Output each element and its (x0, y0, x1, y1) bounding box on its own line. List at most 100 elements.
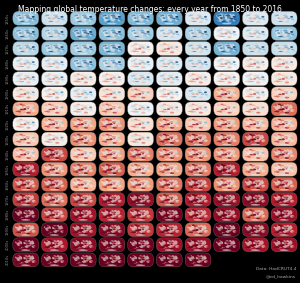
Ellipse shape (290, 245, 294, 248)
Ellipse shape (257, 229, 259, 230)
Ellipse shape (278, 215, 281, 216)
Ellipse shape (28, 141, 31, 143)
Ellipse shape (201, 48, 204, 50)
Ellipse shape (205, 94, 208, 95)
Ellipse shape (172, 48, 175, 50)
Ellipse shape (261, 31, 264, 33)
Ellipse shape (145, 260, 149, 261)
Ellipse shape (82, 257, 87, 259)
Ellipse shape (24, 227, 30, 233)
Ellipse shape (217, 15, 219, 17)
Ellipse shape (218, 74, 223, 80)
Ellipse shape (159, 121, 161, 123)
Ellipse shape (285, 142, 289, 144)
Ellipse shape (146, 94, 150, 97)
Ellipse shape (196, 89, 200, 94)
Ellipse shape (256, 92, 260, 93)
Ellipse shape (278, 224, 281, 226)
Ellipse shape (246, 195, 252, 201)
Ellipse shape (76, 47, 79, 49)
Ellipse shape (205, 245, 208, 246)
Ellipse shape (275, 14, 280, 20)
Ellipse shape (201, 199, 204, 200)
Ellipse shape (147, 155, 151, 156)
Ellipse shape (251, 53, 260, 55)
Ellipse shape (248, 48, 252, 52)
Ellipse shape (19, 224, 22, 226)
Ellipse shape (250, 154, 255, 155)
Ellipse shape (25, 227, 30, 229)
Ellipse shape (250, 214, 252, 216)
Ellipse shape (143, 261, 145, 263)
Ellipse shape (60, 215, 64, 218)
Ellipse shape (45, 256, 47, 258)
Ellipse shape (204, 16, 207, 18)
Ellipse shape (228, 225, 235, 230)
Ellipse shape (107, 64, 112, 65)
Ellipse shape (138, 89, 143, 94)
Ellipse shape (119, 49, 122, 50)
Ellipse shape (139, 181, 144, 182)
Ellipse shape (76, 32, 79, 34)
Ellipse shape (189, 240, 194, 246)
Ellipse shape (251, 89, 256, 91)
Ellipse shape (188, 156, 192, 157)
Ellipse shape (140, 106, 145, 108)
Ellipse shape (279, 94, 283, 95)
Ellipse shape (133, 139, 137, 143)
Ellipse shape (199, 119, 206, 125)
Ellipse shape (110, 60, 115, 62)
Ellipse shape (78, 34, 82, 35)
Ellipse shape (231, 179, 233, 181)
Ellipse shape (75, 244, 80, 248)
Ellipse shape (256, 82, 260, 83)
Ellipse shape (220, 232, 225, 233)
Ellipse shape (131, 29, 137, 35)
Ellipse shape (44, 247, 49, 248)
Ellipse shape (131, 180, 134, 182)
Ellipse shape (135, 183, 137, 186)
Ellipse shape (288, 73, 290, 75)
Ellipse shape (189, 210, 194, 216)
Ellipse shape (49, 199, 51, 201)
Ellipse shape (283, 60, 288, 62)
Ellipse shape (131, 14, 134, 16)
Ellipse shape (54, 212, 58, 214)
FancyBboxPatch shape (99, 72, 125, 86)
Ellipse shape (199, 13, 206, 19)
Ellipse shape (78, 170, 82, 171)
Ellipse shape (106, 259, 109, 261)
Ellipse shape (278, 168, 281, 171)
Ellipse shape (48, 169, 52, 170)
Ellipse shape (52, 229, 55, 231)
Ellipse shape (54, 61, 58, 63)
Ellipse shape (192, 217, 197, 218)
Ellipse shape (285, 164, 292, 170)
Ellipse shape (113, 123, 116, 124)
Ellipse shape (142, 119, 149, 125)
Ellipse shape (192, 79, 195, 80)
Ellipse shape (134, 198, 137, 200)
Ellipse shape (175, 155, 179, 157)
FancyBboxPatch shape (128, 57, 154, 70)
Ellipse shape (79, 159, 88, 160)
Ellipse shape (162, 169, 166, 173)
Ellipse shape (162, 48, 166, 52)
Ellipse shape (159, 186, 164, 187)
Ellipse shape (60, 124, 64, 127)
Ellipse shape (203, 169, 206, 170)
Ellipse shape (165, 23, 174, 24)
Ellipse shape (84, 97, 88, 98)
Ellipse shape (83, 259, 88, 260)
Ellipse shape (142, 149, 149, 155)
Ellipse shape (217, 225, 220, 227)
Ellipse shape (248, 126, 251, 128)
Ellipse shape (44, 181, 46, 183)
Ellipse shape (290, 106, 293, 108)
Ellipse shape (48, 13, 51, 15)
Ellipse shape (196, 138, 199, 140)
Ellipse shape (161, 105, 164, 107)
Ellipse shape (133, 186, 136, 188)
Ellipse shape (277, 17, 280, 19)
Ellipse shape (85, 261, 88, 263)
